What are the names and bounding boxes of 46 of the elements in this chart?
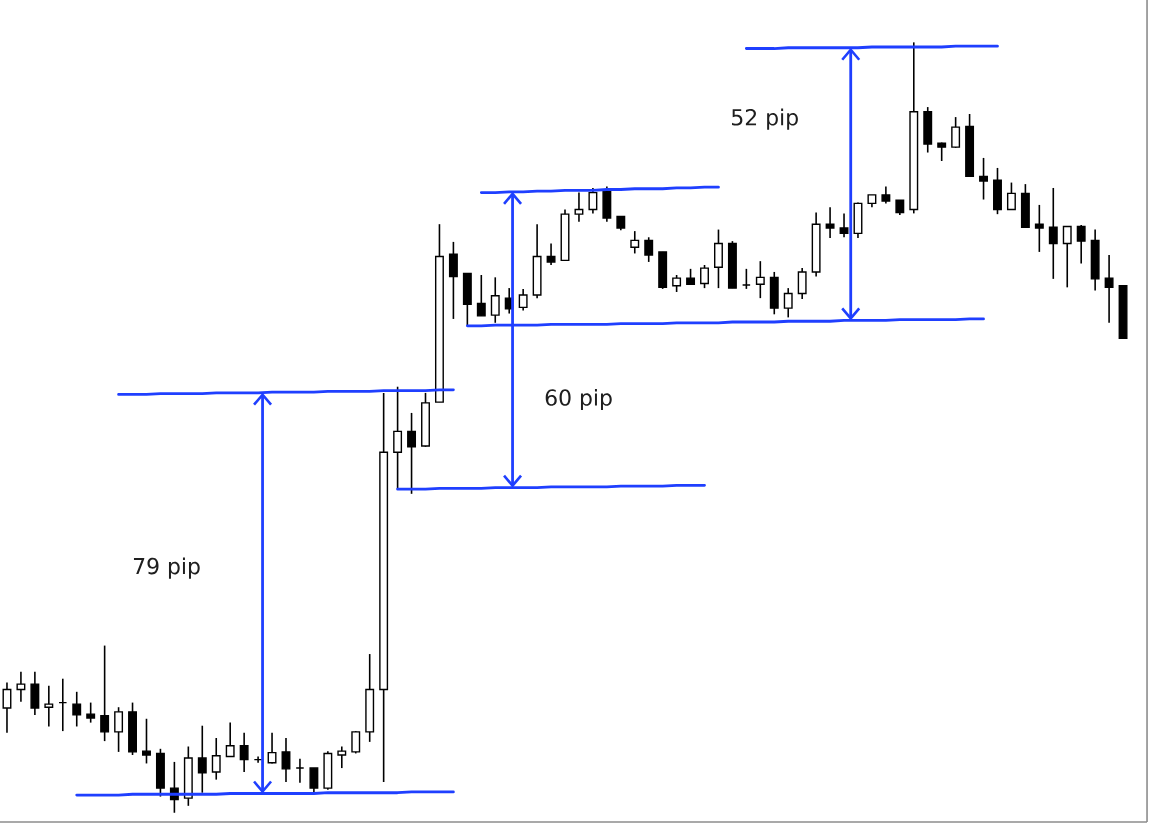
candlestick [1034,204,1044,253]
candlestick [1006,181,1016,211]
candlestick [783,287,793,319]
candlestick [16,670,26,703]
candlestick [86,701,96,724]
candlestick [839,212,849,239]
candlestick [1062,225,1072,289]
candlestick [644,236,654,263]
candlestick [1104,254,1114,324]
candlestick [393,385,403,490]
candlestick [1048,187,1058,280]
candlestick [951,116,961,149]
candlestick [714,228,723,289]
candlestick [72,691,82,728]
annotation: 52 pip [732,108,798,130]
candlestick [267,731,277,765]
candlestick [142,717,151,765]
candlestick [100,644,110,742]
candlestick [755,260,765,299]
candlestick [114,706,124,753]
candlestick [197,724,207,794]
candlestick [825,206,835,239]
candlestick [225,721,235,758]
candlestick [239,731,249,773]
candlestick [2,681,12,734]
candlestick [574,191,584,223]
candlestick [979,157,988,201]
candlestick [476,274,486,317]
candlestick [588,187,598,215]
candlestick [44,684,54,728]
candlestick [630,230,640,255]
candlestick [448,241,458,320]
candlestick [211,737,221,781]
candlestick [700,264,709,289]
candlestick [407,412,417,495]
candlestick [337,745,347,769]
candlestick [309,767,319,794]
candlestick [546,242,556,266]
candlestick [490,276,500,324]
candlestick [281,737,291,783]
annotation: 60 pip [545,388,612,411]
candlestick [30,670,40,716]
candlestick [518,288,528,312]
candlestick [797,267,807,300]
annotation: 79 pip [133,557,200,579]
candlestick [1076,224,1086,265]
